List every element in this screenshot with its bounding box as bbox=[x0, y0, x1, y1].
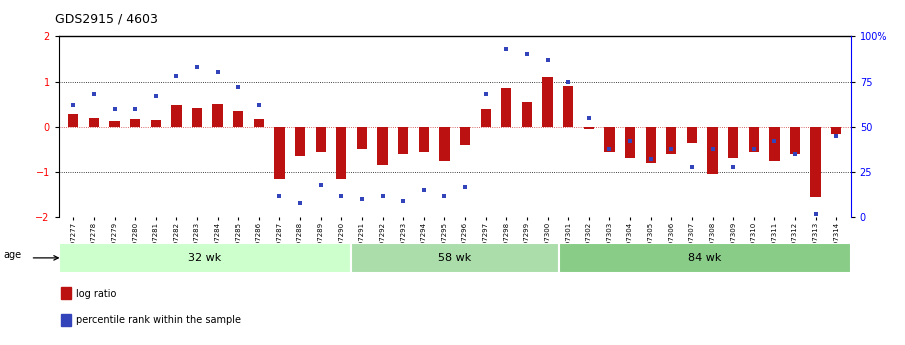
Bar bbox=[336, 127, 347, 179]
Bar bbox=[708, 127, 718, 174]
Bar bbox=[666, 127, 676, 154]
Bar bbox=[542, 77, 553, 127]
Bar bbox=[728, 127, 738, 158]
Text: 32 wk: 32 wk bbox=[188, 253, 222, 263]
Bar bbox=[769, 127, 779, 161]
Bar bbox=[790, 127, 800, 154]
Bar bbox=[624, 127, 635, 158]
Bar bbox=[831, 127, 842, 134]
Bar bbox=[110, 121, 119, 127]
Bar bbox=[150, 120, 161, 127]
Bar bbox=[584, 127, 594, 129]
Bar bbox=[687, 127, 697, 142]
Bar bbox=[89, 118, 99, 127]
Bar bbox=[559, 243, 851, 273]
Bar bbox=[377, 127, 387, 165]
Bar bbox=[501, 88, 511, 127]
Bar bbox=[233, 111, 243, 127]
Bar bbox=[62, 287, 71, 299]
Bar bbox=[357, 127, 367, 149]
Bar bbox=[460, 127, 471, 145]
Bar bbox=[59, 243, 350, 273]
Bar bbox=[62, 314, 71, 326]
Text: age: age bbox=[4, 250, 22, 260]
Bar bbox=[563, 86, 574, 127]
Bar bbox=[748, 127, 759, 152]
Text: 84 wk: 84 wk bbox=[688, 253, 721, 263]
Bar bbox=[274, 127, 285, 179]
Bar bbox=[192, 108, 202, 127]
Bar bbox=[213, 104, 223, 127]
Bar bbox=[398, 127, 408, 154]
Bar bbox=[171, 105, 182, 127]
Text: 58 wk: 58 wk bbox=[438, 253, 472, 263]
Bar bbox=[419, 127, 429, 152]
Bar bbox=[605, 127, 614, 152]
Text: GDS2915 / 4603: GDS2915 / 4603 bbox=[55, 12, 157, 25]
Bar bbox=[811, 127, 821, 197]
Bar bbox=[295, 127, 305, 156]
Text: percentile rank within the sample: percentile rank within the sample bbox=[76, 315, 241, 325]
Bar bbox=[439, 127, 450, 161]
Bar bbox=[253, 119, 264, 127]
Bar bbox=[316, 127, 326, 152]
Bar bbox=[68, 114, 79, 127]
Bar bbox=[522, 102, 532, 127]
Bar bbox=[350, 243, 559, 273]
Bar bbox=[481, 109, 491, 127]
Text: log ratio: log ratio bbox=[76, 289, 117, 299]
Bar bbox=[645, 127, 656, 163]
Bar bbox=[130, 119, 140, 127]
